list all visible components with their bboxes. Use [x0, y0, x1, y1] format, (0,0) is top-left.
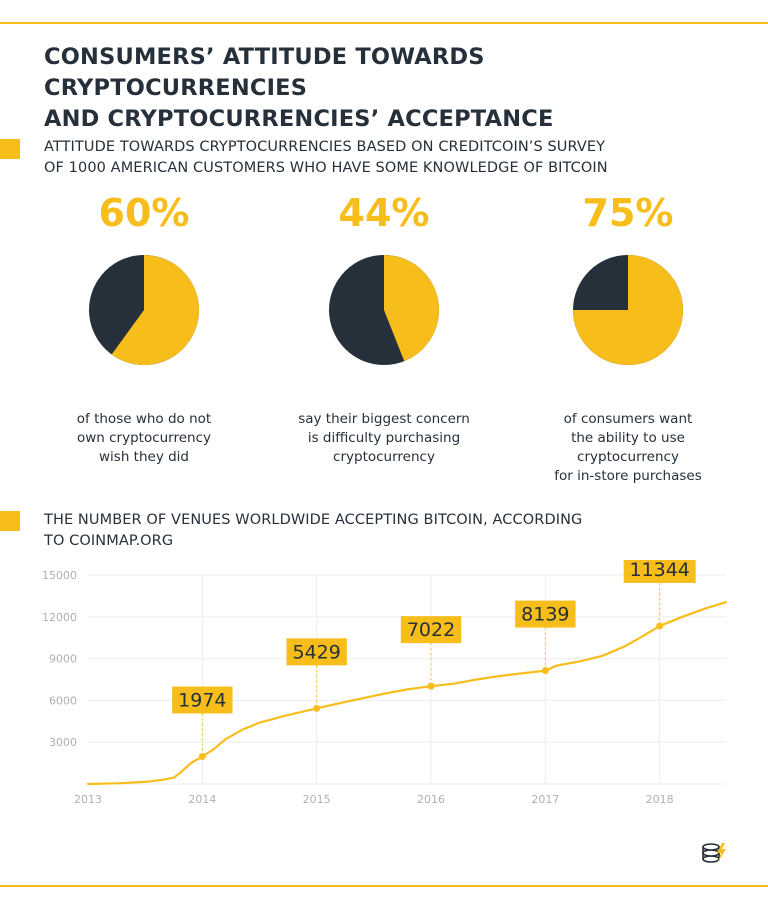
coin-stack-logo-icon	[702, 843, 726, 863]
stat-caption: of those who do not own cryptocurrency w…	[24, 410, 264, 467]
stat-percent: 60%	[98, 191, 190, 235]
stat-caption-line: say their biggest concern	[298, 411, 470, 427]
annotation-label: 5429	[292, 641, 340, 663]
bottom-accent-rule	[0, 885, 768, 887]
venues-section-title: THE NUMBER OF VENUES WORLDWIDE ACCEPTING…	[44, 510, 582, 552]
stat-caption: say their biggest concern is difficulty …	[264, 410, 504, 467]
page-title-line-1: CONSUMERS’ ATTITUDE TOWARDS CRYPTOCURREN…	[44, 44, 485, 101]
annotation-label: 8139	[521, 604, 569, 626]
pie-slice-highlight	[111, 255, 200, 365]
y-tick-label: 6000	[49, 694, 77, 707]
stat-caption-line: for in-store purchases	[554, 468, 702, 484]
stat-block-purchase-concern: 44% say their biggest concern is difficu…	[264, 190, 504, 467]
annotation-box	[172, 686, 233, 714]
data-point	[541, 667, 549, 675]
series-line-venues	[86, 601, 728, 786]
pie-chart-purchase-concern	[329, 255, 439, 365]
annotation-box	[623, 560, 696, 583]
stat-caption-line: of those who do not	[76, 411, 212, 427]
annotation-label: 7022	[407, 619, 455, 641]
data-point	[427, 682, 435, 690]
page-title-line-2: AND CRYPTOCURRENCIES’ ACCEPTANCE	[44, 106, 554, 132]
pie-slice-highlight	[384, 255, 439, 362]
x-tick-label: 2013	[74, 793, 102, 806]
annotation-label: 1974	[178, 689, 226, 711]
pie-slice-highlight	[573, 255, 683, 365]
survey-title-line-2: OF 1000 AMERICAN CUSTOMERS WHO HAVE SOME…	[44, 160, 608, 176]
annotation-box	[286, 638, 347, 666]
stat-caption-line: the ability to use	[571, 430, 685, 446]
stat-caption-line: cryptocurrency	[577, 449, 679, 465]
venues-title-line-1: THE NUMBER OF VENUES WORLDWIDE ACCEPTING…	[44, 512, 583, 528]
stat-caption-line: own cryptocurrency	[76, 430, 212, 446]
x-tick-label: 2018	[646, 793, 674, 806]
stat-percent: 75%	[582, 191, 674, 235]
stat-caption-line: wish they did	[99, 449, 189, 465]
data-point	[198, 752, 206, 760]
x-tick-label: 2017	[531, 793, 559, 806]
y-tick-label: 9000	[49, 653, 77, 666]
x-tick-label: 2015	[303, 793, 331, 806]
pie-chart-in-store-use	[573, 255, 683, 365]
stat-percent: 44%	[338, 191, 430, 235]
y-tick-label: 12000	[42, 611, 77, 624]
stat-caption-line: cryptocurrency	[333, 449, 435, 465]
survey-section-title: ATTITUDE TOWARDS CRYPTOCURRENCIES BASED …	[44, 137, 608, 179]
stat-block-in-store-use: 75% of consumers want the ability to use…	[508, 190, 748, 486]
annotation-label: 11344	[629, 560, 689, 581]
stat-caption: of consumers want the ability to use cry…	[508, 410, 748, 486]
stat-caption-line: of consumers want	[563, 411, 693, 427]
stat-caption-line: is difficulty purchasing	[307, 430, 461, 446]
x-tick-label: 2014	[188, 793, 216, 806]
annotation-box	[400, 616, 462, 644]
stat-block-wish-they-did: 60% of those who do not own cryptocurren…	[24, 190, 264, 467]
venues-line-chart: 15000 12000 9000 6000 3000 2013 2014 2015 2016 20…	[42, 560, 728, 806]
pie-chart-wish-they-did	[89, 255, 200, 365]
data-point	[313, 704, 321, 712]
page-title: CONSUMERS’ ATTITUDE TOWARDS CRYPTOCURREN…	[44, 42, 744, 135]
venues-title-line-2: TO COINMAP.ORG	[44, 533, 174, 549]
y-tick-label: 3000	[49, 736, 77, 749]
annotation-box	[515, 600, 576, 628]
survey-section-marker	[0, 139, 20, 159]
y-tick-label: 15000	[42, 569, 77, 582]
x-tick-label: 2016	[417, 793, 445, 806]
data-point	[656, 622, 664, 630]
top-accent-rule	[0, 22, 768, 24]
survey-title-line-1: ATTITUDE TOWARDS CRYPTOCURRENCIES BASED …	[44, 139, 606, 155]
venues-section-marker	[0, 511, 20, 531]
